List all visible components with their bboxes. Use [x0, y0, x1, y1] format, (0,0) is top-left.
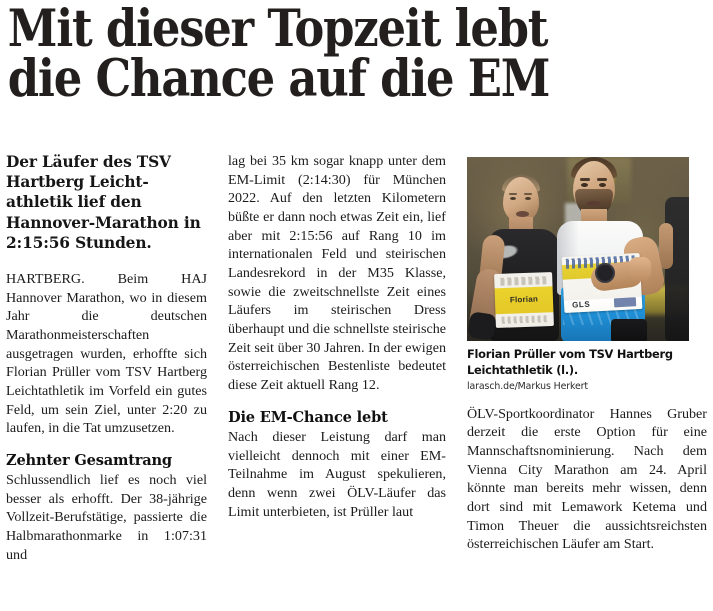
headline-line-2: die Chance auf die EM — [7, 49, 551, 110]
left-runner-brow-right — [524, 193, 532, 195]
col1-subheading: Zehnter Gesamtrang — [6, 451, 172, 469]
right-runner: HOKA mk GLS — [551, 157, 671, 341]
column-1: Der Läufer des TSV Hartberg Leicht-athle… — [6, 152, 228, 611]
left-runner-race-bib: Florian — [494, 272, 554, 328]
column-2: lag bei 35 km sogar knapp unter dem EM-L… — [228, 152, 467, 611]
col3-paragraph-1: ÖLV-Sportkoordinator Hannes Gruber derze… — [467, 405, 707, 553]
col2-paragraph-1: lag bei 35 km sogar knapp unter dem EM-L… — [228, 153, 446, 394]
photo-caption: Florian Prüller vom TSV Hartberg Leichta… — [467, 347, 689, 394]
right-runner-brow-left — [580, 178, 590, 181]
right-bib-sponsor: GLS — [571, 299, 591, 310]
left-runner-eye-right — [525, 197, 531, 200]
right-runner-eye-right — [599, 183, 606, 187]
col1-paragraph-2: Schlussendlich lief es noch viel besser … — [6, 472, 207, 563]
page-title: Mit dieser Topzeit lebt die Chance auf d… — [6, 0, 623, 105]
left-runner-mouth — [516, 211, 529, 217]
photo-figure: Florian — [467, 157, 689, 394]
third-runner-arm — [659, 223, 673, 269]
photo-caption-text: Florian Prüller vom TSV Hartberg Leichta… — [467, 347, 673, 377]
right-runner-leg — [611, 319, 647, 341]
right-runner-eye-left — [581, 183, 588, 187]
col2-paragraph-2: Nach dieser Leistung darf man vielleicht… — [228, 428, 446, 520]
headline-line-1: Mit dieser Topzeit lebt — [7, 0, 549, 59]
two-marathon-runners-photo: Florian — [467, 157, 689, 341]
right-runner-brow-right — [597, 178, 607, 181]
col2-subheading: Die EM-Chance lebt — [228, 408, 388, 426]
col1-paragraph-1: HARTBERG. Beim HAJ Hannover Marathon, wo… — [6, 270, 207, 437]
lead-paragraph: Der Läufer des TSV Hartberg Leicht-athle… — [6, 153, 201, 252]
left-bib-bottom-text — [501, 315, 548, 324]
right-runner-hand — [629, 257, 651, 281]
left-runner-brow-left — [509, 193, 517, 195]
article-columns: Der Läufer des TSV Hartberg Leicht-athle… — [6, 152, 707, 611]
left-runner-glove — [467, 311, 497, 341]
right-runner-mouth — [587, 201, 601, 206]
column-3: Florian — [467, 152, 707, 611]
left-runner-eye-left — [510, 197, 516, 200]
left-runner: Florian — [467, 175, 569, 341]
left-bib-top-text — [500, 276, 547, 286]
third-runner-partial — [665, 197, 689, 341]
right-runner-sportwatch — [595, 263, 615, 283]
photo-credit: larasch.de/Markus Herkert — [467, 381, 588, 392]
right-bib-tag — [613, 297, 637, 308]
left-bib-name: Florian — [509, 294, 539, 305]
